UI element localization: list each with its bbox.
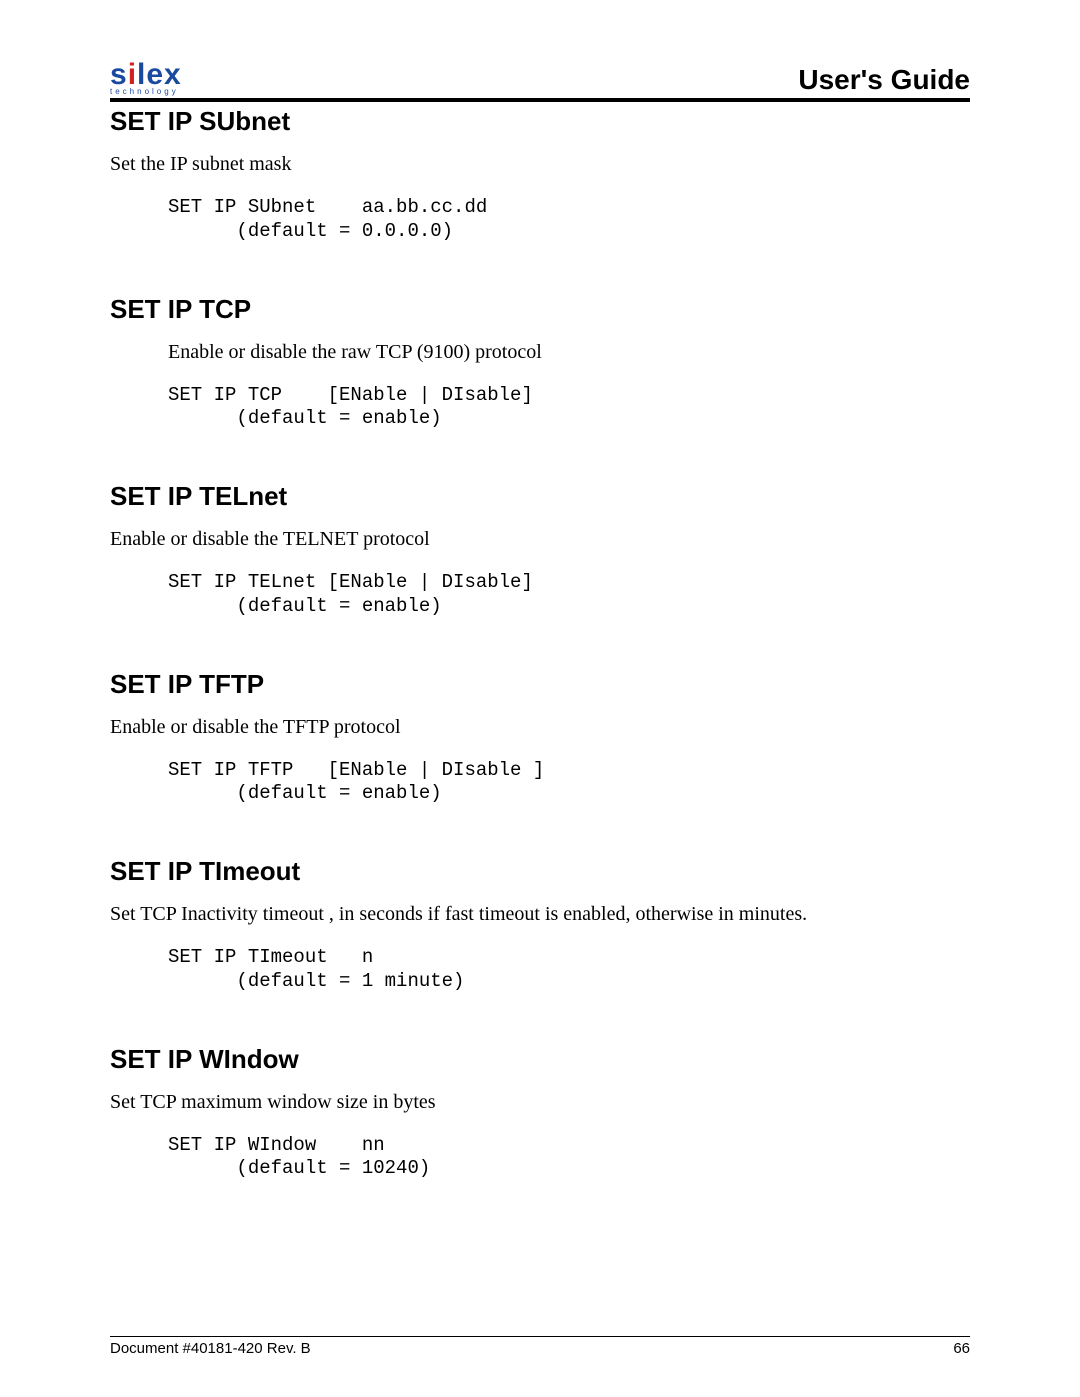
- section-description: Set the IP subnet mask: [110, 153, 970, 176]
- section-heading: SET IP WIndow: [110, 1044, 970, 1075]
- section-heading: SET IP SUbnet: [110, 106, 970, 137]
- section-description: Enable or disable the TFTP protocol: [110, 716, 970, 739]
- section-heading: SET IP TCP: [110, 294, 970, 325]
- section-heading: SET IP TFTP: [110, 669, 970, 700]
- logo-wordmark: silex: [110, 60, 182, 90]
- section-set-ip-subnet: SET IP SUbnet Set the IP subnet mask SET…: [110, 106, 970, 244]
- logo-subtext: technology: [110, 88, 182, 96]
- section-set-ip-tcp: SET IP TCP Enable or disable the raw TCP…: [110, 294, 970, 432]
- page-header: silex technology User's Guide: [110, 60, 970, 102]
- section-heading: SET IP TImeout: [110, 856, 970, 887]
- section-description: Enable or disable the TELNET protocol: [110, 528, 970, 551]
- section-description: Set TCP maximum window size in bytes: [110, 1091, 970, 1114]
- code-block: SET IP TELnet [ENable | DIsable] (defaul…: [168, 571, 970, 619]
- section-set-ip-window: SET IP WIndow Set TCP maximum window siz…: [110, 1044, 970, 1182]
- section-set-ip-timeout: SET IP TImeout Set TCP Inactivity timeou…: [110, 856, 970, 994]
- section-set-ip-telnet: SET IP TELnet Enable or disable the TELN…: [110, 481, 970, 619]
- code-block: SET IP WIndow nn (default = 10240): [168, 1134, 970, 1182]
- code-block: SET IP TFTP [ENable | DIsable ] (default…: [168, 759, 970, 807]
- footer-doc-ref: Document #40181-420 Rev. B: [110, 1340, 311, 1357]
- content: SET IP SUbnet Set the IP subnet mask SET…: [110, 106, 970, 1181]
- section-description: Set TCP Inactivity timeout , in seconds …: [110, 903, 970, 926]
- page: silex technology User's Guide SET IP SUb…: [0, 0, 1080, 1397]
- section-description: Enable or disable the raw TCP (9100) pro…: [168, 341, 970, 364]
- section-set-ip-tftp: SET IP TFTP Enable or disable the TFTP p…: [110, 669, 970, 807]
- footer-page-number: 66: [953, 1340, 970, 1357]
- section-heading: SET IP TELnet: [110, 481, 970, 512]
- guide-title: User's Guide: [798, 64, 970, 96]
- code-block: SET IP TImeout n (default = 1 minute): [168, 946, 970, 994]
- page-footer: Document #40181-420 Rev. B 66: [110, 1336, 970, 1357]
- code-block: SET IP SUbnet aa.bb.cc.dd (default = 0.0…: [168, 196, 970, 244]
- logo: silex technology: [110, 60, 182, 96]
- code-block: SET IP TCP [ENable | DIsable] (default =…: [168, 384, 970, 432]
